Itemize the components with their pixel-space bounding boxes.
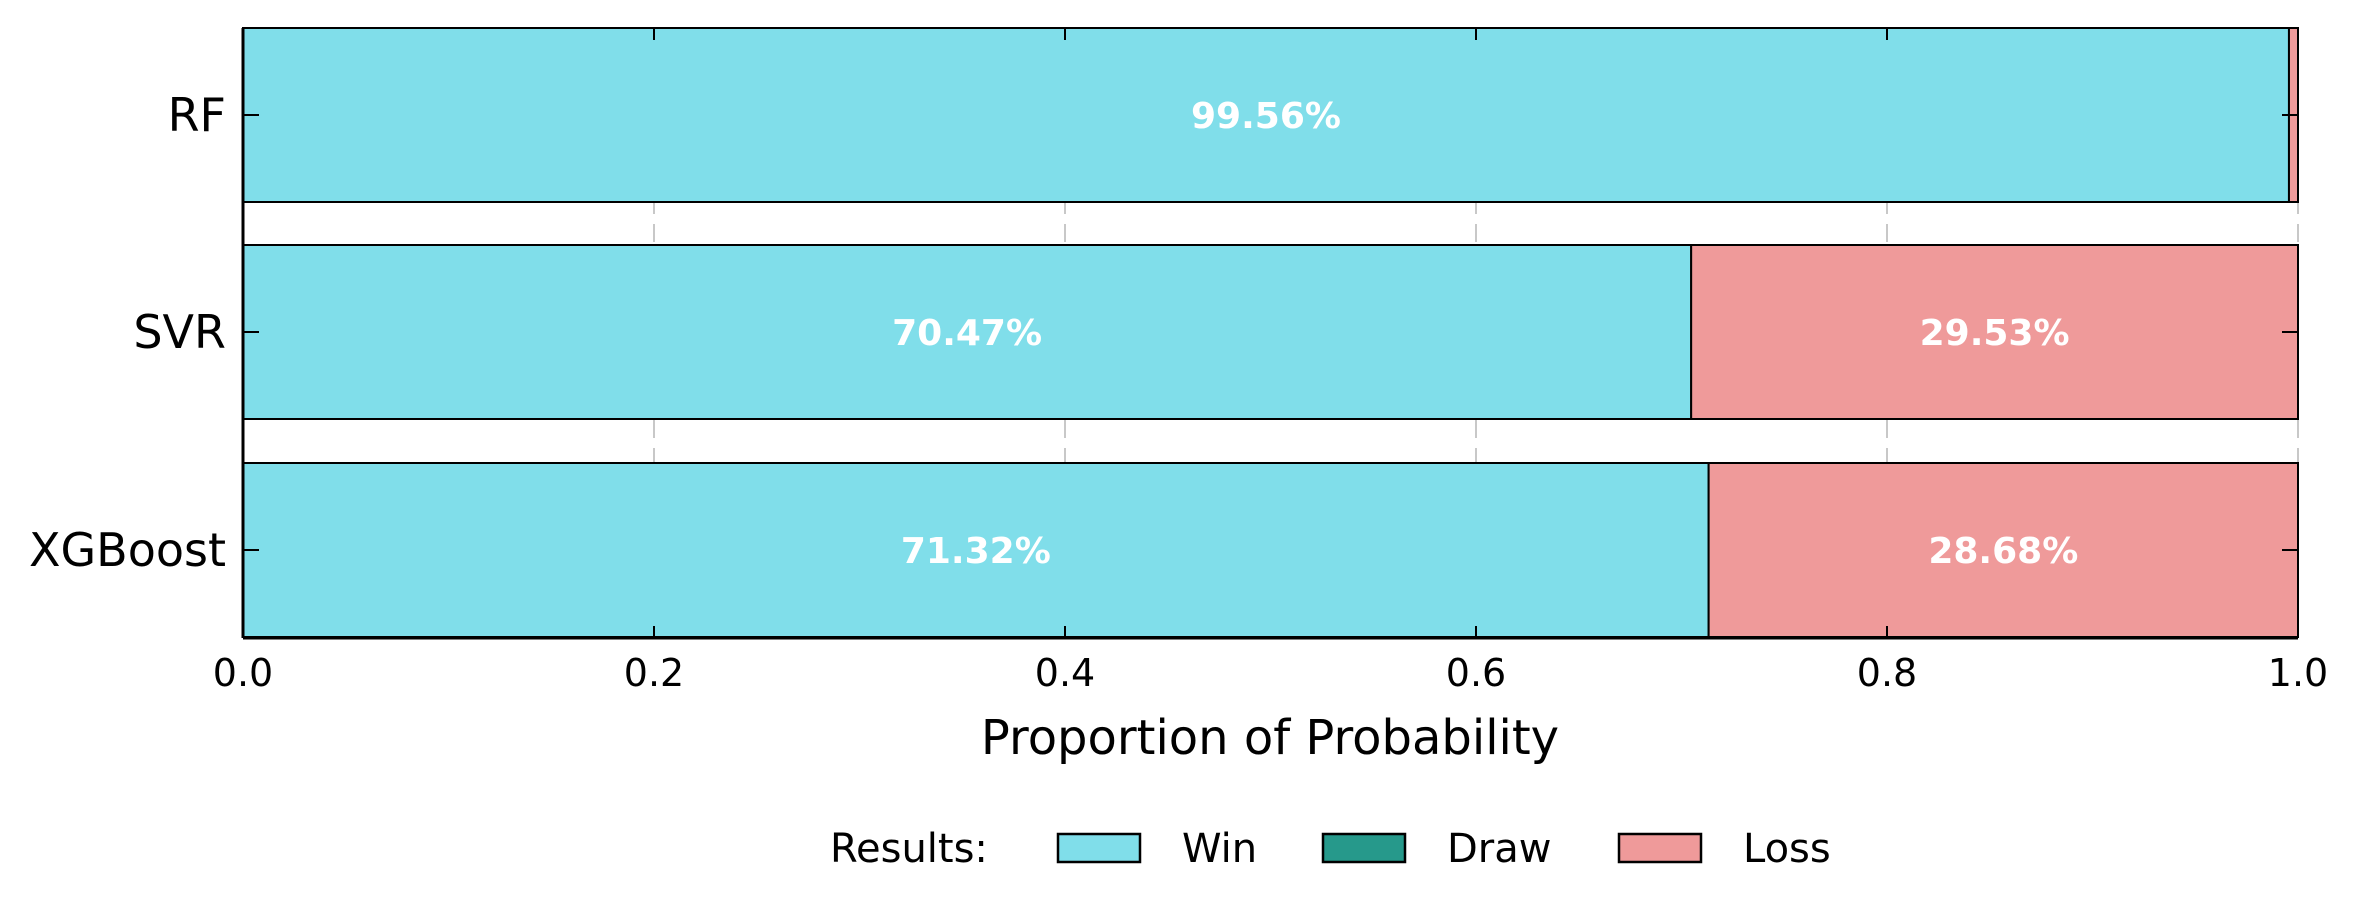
legend-swatch-win	[1056, 832, 1142, 864]
legend-swatch-draw	[1321, 832, 1407, 864]
y-category-label: SVR	[133, 305, 226, 359]
legend-label-loss: Loss	[1743, 826, 1831, 872]
data-label: 71.32%	[901, 531, 1051, 572]
x-tick-label: 0.8	[1857, 651, 1917, 695]
data-label: 29.53%	[1920, 313, 2070, 354]
x-tick-label: 0.2	[624, 651, 684, 695]
data-labels: 99.56% 70.47% 29.53% 71.32% 28.68%	[892, 96, 2078, 572]
x-axis-title: Proportion of Probability	[981, 710, 1559, 766]
legend-title: Results:	[830, 826, 988, 872]
data-label: 28.68%	[1928, 531, 2078, 572]
data-label: 99.56%	[1191, 96, 1341, 137]
bar-rf-win	[242, 27, 2290, 203]
legend-label-draw: Draw	[1447, 826, 1551, 872]
legend-swatch-loss	[1617, 832, 1703, 864]
bar-svr-win	[242, 244, 1693, 420]
bar-svr-loss	[1690, 244, 2299, 420]
legend: Results: Win Draw Loss	[830, 826, 1831, 872]
y-category-label: RF	[168, 88, 226, 142]
x-tick-label: 0.6	[1446, 651, 1506, 695]
x-tick-label: 0.4	[1035, 651, 1095, 695]
x-tick-label: 0.0	[213, 651, 273, 695]
legend-label-win: Win	[1182, 826, 1257, 872]
axes: 0.0 0.2 0.4 0.6 0.8 1.0 RF SVR XGBoost	[29, 28, 2328, 695]
y-category-label: XGBoost	[29, 523, 226, 577]
bar-xgboost-loss	[1707, 462, 2299, 638]
x-tick-label: 1.0	[2268, 651, 2328, 695]
data-label: 70.47%	[892, 313, 1042, 354]
